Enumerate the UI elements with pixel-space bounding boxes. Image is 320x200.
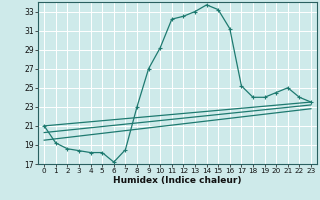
X-axis label: Humidex (Indice chaleur): Humidex (Indice chaleur) [113,176,242,185]
